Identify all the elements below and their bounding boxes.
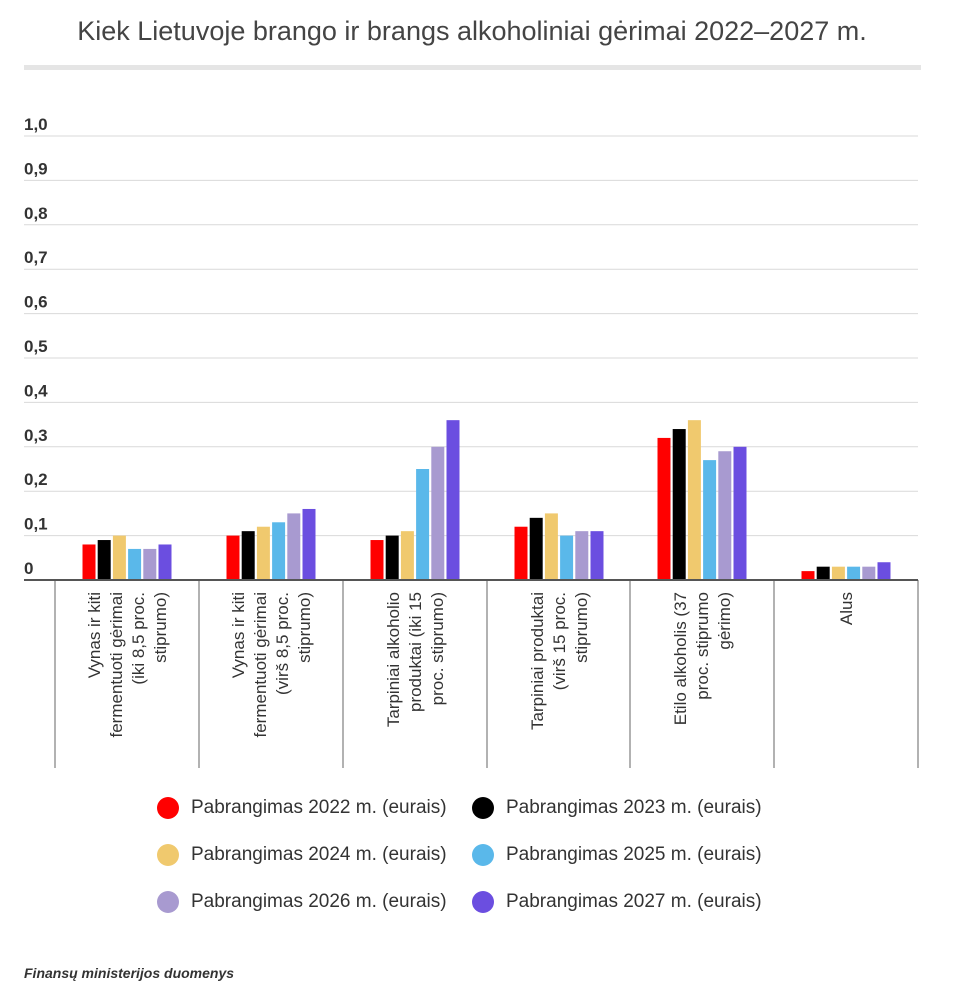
x-category-label-line: stiprumo)	[572, 592, 591, 663]
y-tick-label: 0,9	[24, 159, 48, 178]
legend-item: Pabrangimas 2024 m. (eurais)	[157, 844, 447, 866]
bar	[287, 513, 301, 580]
y-tick-label: 1,0	[24, 115, 48, 134]
legend-item: Pabrangimas 2026 m. (eurais)	[157, 891, 447, 913]
y-tick-label: 0,3	[24, 426, 48, 445]
y-tick-label: 0,2	[24, 470, 48, 489]
bar	[847, 566, 861, 580]
bar	[241, 531, 255, 580]
y-tick-label: 0,4	[24, 381, 48, 400]
x-category-label-line: Vynas ir kiti	[229, 592, 248, 678]
bar	[226, 535, 240, 580]
legend-swatch	[157, 891, 179, 913]
bar	[590, 531, 604, 580]
x-category-label: Tarpiniai produktai (virš 15 proc. stiprum…	[528, 592, 591, 730]
source-note: Finansų ministerijos duomenys	[24, 965, 235, 981]
x-category-label-line: stiprumo)	[295, 592, 314, 663]
x-category-label-line: stiprumo)	[151, 592, 170, 663]
legend-swatch	[157, 844, 179, 866]
x-category-label-line: fermentuoti gėrimai	[107, 592, 126, 738]
legend-label: Pabrangimas 2026 m. (eurais)	[191, 891, 447, 912]
x-category-label-line: (virš 15 proc.	[550, 592, 569, 690]
bar	[256, 526, 270, 580]
x-category-label: Vynas ir kiti fermentuoti gėrimai (virš 8,…	[229, 592, 314, 738]
bar	[128, 548, 142, 580]
x-category-label: Alus	[837, 592, 856, 625]
legend-swatch	[472, 891, 494, 913]
bar	[801, 571, 815, 580]
bar	[862, 566, 876, 580]
bar	[816, 566, 830, 580]
x-category-label-line: Tarpiniai produktai	[528, 592, 547, 730]
bar	[446, 420, 460, 580]
bar	[657, 437, 671, 580]
title-divider	[24, 65, 921, 70]
bar	[514, 526, 528, 580]
x-category-label: Vynas ir kiti fermentuoti gėrimai (iki 8,5…	[85, 592, 170, 738]
legend-label: Pabrangimas 2023 m. (eurais)	[506, 797, 762, 818]
bar	[672, 429, 686, 580]
y-tick-label: 0	[24, 559, 33, 578]
legend-swatch	[472, 844, 494, 866]
bar	[703, 460, 717, 580]
bar	[416, 469, 430, 580]
bar	[158, 544, 172, 580]
bar	[718, 451, 732, 580]
legend-label: Pabrangimas 2024 m. (eurais)	[191, 844, 447, 865]
bar-chart: 0 0,1 0,2 0,3 0,4 0,5 0,6 0,7 0,8 0,9 1,0 Vynas ir …	[24, 115, 919, 768]
y-tick-label: 0,8	[24, 204, 48, 223]
bar	[687, 420, 701, 580]
bar	[733, 446, 747, 580]
legend-swatch	[157, 797, 179, 819]
bar	[143, 548, 157, 580]
bar	[97, 540, 111, 580]
bar	[112, 535, 126, 580]
y-tick-label: 0,6	[24, 293, 48, 312]
x-category-label: Tarpiniai alkoholio produktai (iki 15 proc…	[384, 592, 447, 727]
x-category-label: Etilo alkoholis (37 proc. stiprumo gėrimo)	[671, 592, 734, 725]
x-category-label-line: Etilo alkoholis (37	[671, 592, 690, 725]
x-category-label-line: (virš 8,5 proc.	[273, 592, 292, 695]
bar	[529, 517, 543, 580]
y-tick-label: 0,7	[24, 248, 48, 267]
bar	[877, 562, 891, 580]
legend-label: Pabrangimas 2025 m. (eurais)	[506, 844, 762, 865]
x-category-label-line: proc. stiprumo	[693, 592, 712, 700]
x-category-label-line: gėrimo)	[715, 592, 734, 650]
bar	[560, 535, 574, 580]
bar	[831, 566, 845, 580]
chart-title: Kiek Lietuvoje brango ir brangs alkoholi…	[77, 16, 867, 46]
y-tick-label: 0,5	[24, 337, 48, 356]
x-category-label-line: Tarpiniai alkoholio	[384, 592, 403, 727]
legend-item: Pabrangimas 2023 m. (eurais)	[472, 797, 762, 819]
legend-swatch	[472, 797, 494, 819]
x-category-label-line: proc. stiprumo)	[428, 592, 447, 705]
y-tick-label: 0,1	[24, 515, 48, 534]
x-category-label-line: fermentuoti gėrimai	[251, 592, 270, 738]
bar	[431, 446, 445, 580]
bar	[302, 508, 316, 580]
legend-item: Pabrangimas 2027 m. (eurais)	[472, 891, 762, 913]
bar	[370, 540, 384, 580]
bar	[400, 531, 414, 580]
bar	[272, 522, 286, 580]
x-category-label-line: (iki 8,5 proc.	[129, 592, 148, 685]
x-category-label-line: Alus	[837, 592, 856, 625]
legend-label: Pabrangimas 2027 m. (eurais)	[506, 891, 762, 912]
x-category-label-line: produktai (iki 15	[406, 592, 425, 712]
legend-item: Pabrangimas 2022 m. (eurais)	[157, 797, 447, 819]
bar	[544, 513, 558, 580]
legend-label: Pabrangimas 2022 m. (eurais)	[191, 797, 447, 818]
x-category-label-line: Vynas ir kiti	[85, 592, 104, 678]
legend-item: Pabrangimas 2025 m. (eurais)	[472, 844, 762, 866]
bar	[385, 535, 399, 580]
bar	[575, 531, 589, 580]
bar	[82, 544, 96, 580]
